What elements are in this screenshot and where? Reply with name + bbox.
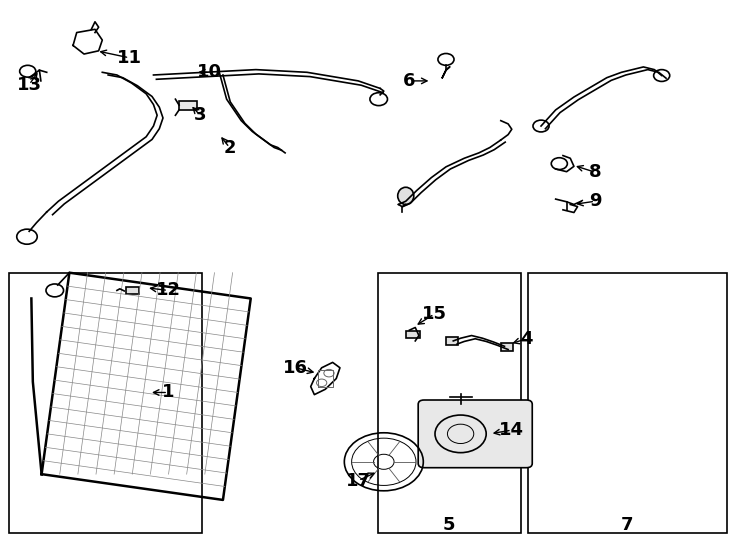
Text: 12: 12 [156,281,181,299]
Text: 13: 13 [17,76,42,93]
Text: 14: 14 [499,421,524,439]
Text: 10: 10 [197,63,222,82]
FancyBboxPatch shape [418,400,532,468]
Text: 5: 5 [443,516,455,534]
Bar [179,101,197,110]
Text: 11: 11 [117,49,142,67]
Bar [378,273,520,533]
Text: 2: 2 [223,139,236,157]
Text: 8: 8 [589,163,601,181]
Text: 6: 6 [403,72,415,90]
Bar [446,337,458,345]
Bar [406,331,420,338]
Text: 17: 17 [346,471,371,490]
Ellipse shape [398,187,414,205]
Text: 9: 9 [589,192,601,210]
Bar [501,342,512,350]
Bar [528,273,727,533]
Text: 3: 3 [194,106,206,124]
Text: 7: 7 [621,516,633,534]
Text: 4: 4 [520,330,533,348]
Text: 16: 16 [283,359,308,377]
Bar [126,287,139,294]
Bar [9,273,203,533]
Text: 1: 1 [162,383,175,401]
Text: 15: 15 [422,305,447,323]
